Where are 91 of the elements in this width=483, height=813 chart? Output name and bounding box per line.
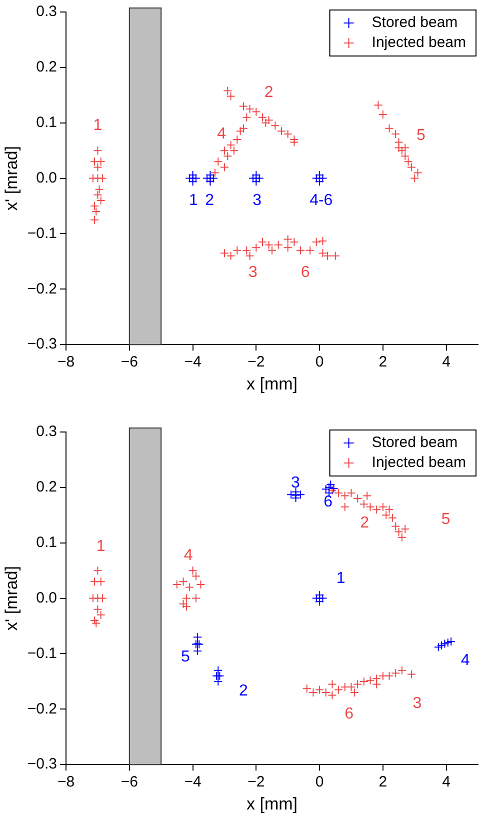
point: [318, 594, 328, 603]
annotation: 2: [264, 84, 274, 101]
x-tick-label: 0: [315, 774, 324, 791]
point: [434, 642, 443, 652]
point: [88, 594, 98, 603]
annotation: 5: [181, 648, 190, 666]
point: [359, 676, 368, 686]
point: [191, 594, 200, 603]
annotation: 1: [96, 538, 106, 556]
y-tick-label: 0.1: [36, 534, 58, 552]
annotation: 2: [205, 192, 214, 209]
y-axis-title: x' [mrad]: [2, 146, 21, 211]
y-tick-label: 0.2: [36, 58, 58, 76]
annotation: 4: [184, 547, 193, 564]
point: [178, 599, 188, 608]
annotation: 5: [416, 127, 426, 144]
point: [397, 666, 406, 675]
legend-label: Stored beam: [372, 14, 458, 32]
x-tick-label: 2: [378, 774, 388, 791]
annotation: 1: [93, 117, 102, 134]
point: [90, 577, 100, 586]
point: [443, 638, 452, 648]
y-tick-label: −0.3: [27, 336, 58, 353]
annotation: 3: [412, 695, 422, 712]
annotation: 6: [300, 264, 310, 281]
annotation: 3: [252, 192, 262, 209]
x-tick-label: 2: [378, 354, 388, 371]
y-tick-label: −0.2: [27, 280, 58, 298]
annotation: 6: [344, 706, 354, 723]
x-tick-label: −4: [184, 354, 202, 371]
annotation: 3: [291, 474, 300, 492]
y-axis-title: x' [mrad]: [2, 566, 21, 631]
legend-label: Injected beam: [372, 34, 466, 52]
y-tick-label: 0.2: [36, 478, 58, 496]
point: [353, 680, 362, 689]
x-tick-label: 4: [442, 774, 450, 791]
point: [92, 618, 101, 628]
point: [96, 577, 106, 586]
annotation: 4-6: [310, 192, 333, 209]
y-tick-label: 0.3: [36, 423, 58, 440]
point: [362, 491, 372, 500]
x-tick-label: −6: [120, 774, 138, 791]
point: [93, 566, 102, 576]
annotation: 1: [336, 570, 346, 587]
x-axis-title: x [mm]: [246, 374, 298, 394]
annotation: 4: [217, 125, 226, 142]
x-tick-label: −2: [248, 774, 265, 791]
point: [172, 580, 182, 589]
x-tick-label: −6: [120, 354, 138, 371]
y-tick-label: 0.0: [36, 589, 58, 606]
point: [90, 616, 100, 625]
point: [440, 639, 450, 648]
point: [406, 670, 416, 679]
x-tick-label: −4: [184, 774, 202, 791]
point: [391, 668, 400, 678]
x-tick-label: 4: [442, 354, 450, 371]
point: [196, 580, 206, 589]
point: [400, 524, 410, 534]
y-tick-label: −0.1: [27, 224, 58, 242]
x-axis-title: x [mm]: [246, 794, 298, 813]
annotation: 2: [360, 514, 370, 532]
point: [182, 594, 191, 603]
point: [437, 640, 446, 650]
point: [446, 637, 456, 646]
annotation: 6: [324, 493, 333, 510]
legend-label: Injected beam: [372, 454, 466, 472]
y-tick-label: 0.3: [36, 3, 58, 20]
annotation: 1: [188, 192, 198, 209]
point: [321, 484, 330, 494]
point: [340, 502, 350, 512]
point: [98, 594, 107, 603]
y-tick-label: −0.1: [27, 644, 58, 662]
point: [182, 602, 191, 612]
x-tick-label: −2: [248, 354, 265, 371]
point: [193, 646, 202, 656]
annotation: 2: [239, 682, 248, 700]
x-tick-label: 0: [315, 354, 324, 371]
annotation: 5: [441, 510, 450, 528]
x-tick-label: −8: [57, 354, 75, 371]
point: [193, 632, 202, 642]
y-tick-label: 0.1: [36, 114, 58, 132]
y-tick-label: −0.2: [27, 700, 58, 718]
annotation: 4: [460, 652, 470, 669]
y-tick-label: 0.0: [36, 169, 58, 186]
legend-label: Stored beam: [372, 434, 458, 452]
point: [378, 671, 388, 680]
x-tick-label: −8: [57, 774, 75, 791]
y-tick-label: −0.3: [27, 756, 58, 773]
annotation: 3: [248, 264, 258, 281]
point: [191, 640, 200, 649]
point: [384, 671, 394, 680]
